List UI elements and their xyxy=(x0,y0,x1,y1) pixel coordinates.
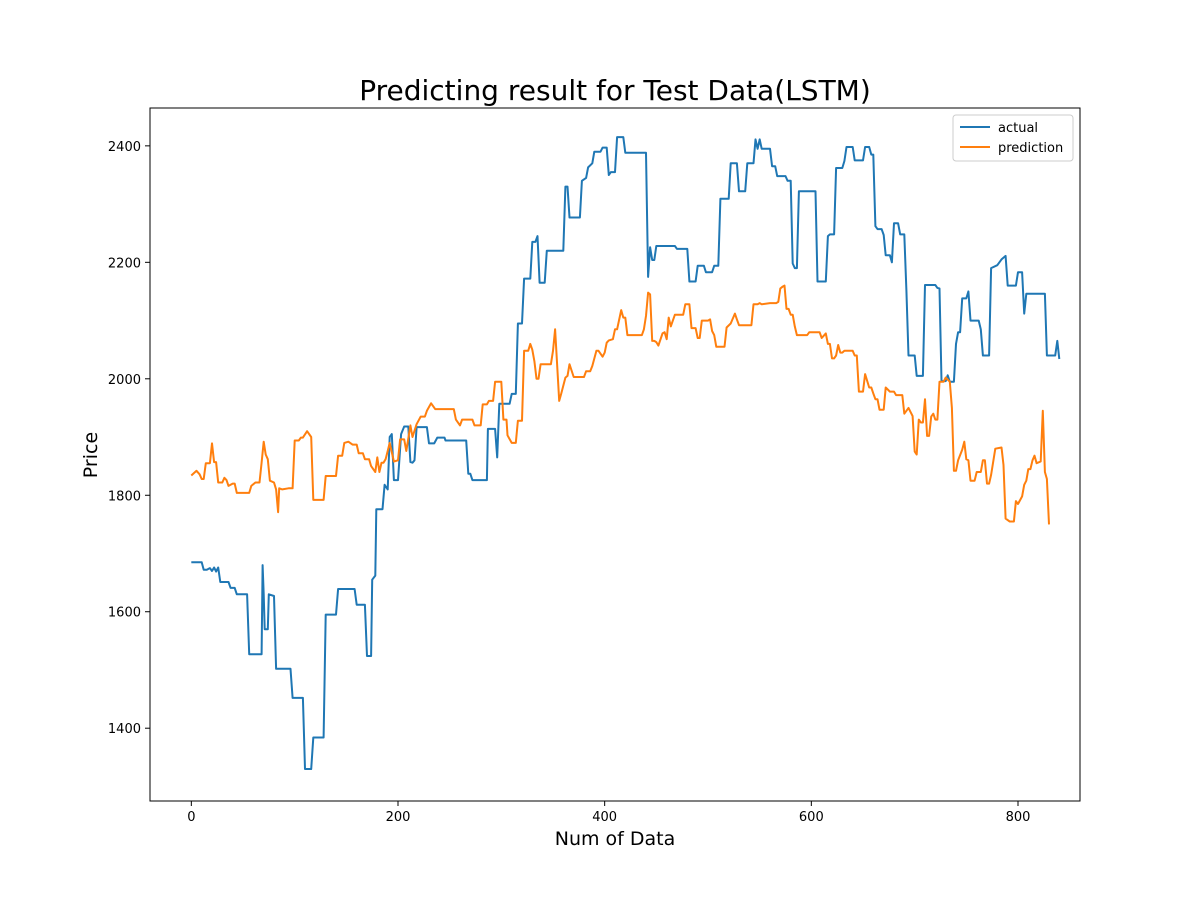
chart-title: Predicting result for Test Data(LSTM) xyxy=(359,74,871,107)
x-axis: 0 200 400 600 800 xyxy=(187,801,1030,825)
plot-lines xyxy=(190,136,1061,770)
y-tick-label: 2000 xyxy=(108,373,141,388)
legend-label-prediction: prediction xyxy=(998,141,1063,156)
y-tick-label: 2400 xyxy=(108,140,141,155)
series-line-actual xyxy=(191,136,1061,770)
y-tick-label: 1400 xyxy=(108,722,141,737)
x-tick-label: 0 xyxy=(187,810,195,825)
y-tick-label: 1800 xyxy=(108,489,141,504)
y-axis: 1400 1600 1800 2000 2200 2400 xyxy=(108,140,150,737)
y-tick-label: 2200 xyxy=(108,256,141,271)
y-tick-label: 1600 xyxy=(108,606,141,621)
plot-frame xyxy=(149,107,1081,802)
x-tick-label: 800 xyxy=(1006,810,1031,825)
legend: actual prediction xyxy=(952,114,1074,162)
x-tick-label: 200 xyxy=(386,810,411,825)
y-axis-label: Price xyxy=(80,432,102,478)
x-axis-label: Num of Data xyxy=(555,828,676,850)
x-tick-label: 600 xyxy=(799,810,824,825)
legend-label-actual: actual xyxy=(998,121,1038,136)
series-line-prediction xyxy=(190,284,1050,525)
x-tick-label: 400 xyxy=(592,810,617,825)
